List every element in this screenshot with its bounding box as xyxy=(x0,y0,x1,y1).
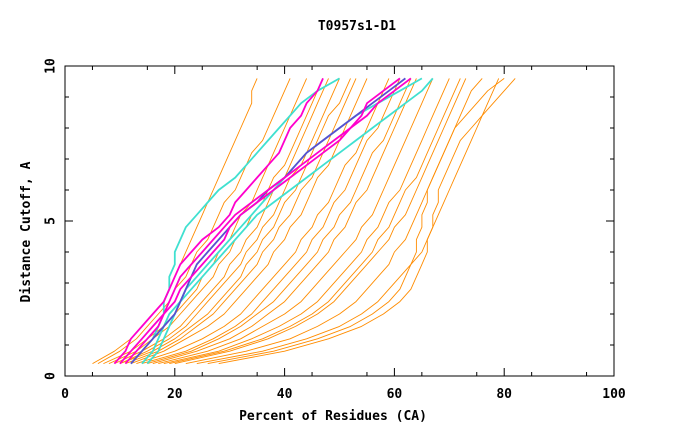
series-line-4 xyxy=(119,78,351,365)
x-tick-label: 80 xyxy=(496,387,512,402)
x-tick-label: 40 xyxy=(277,387,293,402)
series-line-11 xyxy=(218,78,516,365)
y-tick-label: 5 xyxy=(44,217,59,225)
x-axis-label: Percent of Residues (CA) xyxy=(239,409,427,424)
series-line-7 xyxy=(147,78,412,365)
plot-lines xyxy=(92,77,516,365)
x-tick-label: 100 xyxy=(602,387,626,402)
series-line-5 xyxy=(130,78,368,365)
series-line-12 xyxy=(108,78,324,365)
axes: 0 20 40 60 80 100 0 5 10 xyxy=(44,58,626,402)
series-line-10 xyxy=(196,78,500,365)
y-axis-label: Distance Cutoff, A xyxy=(19,161,34,302)
series-line-8 xyxy=(158,78,434,365)
series-line-14 xyxy=(141,78,401,365)
series-line-16 xyxy=(185,78,483,365)
x-tick-label: 0 xyxy=(61,387,69,402)
series-line-3 xyxy=(114,78,329,365)
series-line-15 xyxy=(163,78,450,365)
series-line-13 xyxy=(125,78,357,365)
series-line-26 xyxy=(141,77,434,365)
series-line-18 xyxy=(152,78,417,365)
series-line-20 xyxy=(119,78,340,365)
series-line-22 xyxy=(113,78,324,365)
series-line-6 xyxy=(136,78,390,365)
plot-frame xyxy=(64,65,615,377)
x-tick-label: 60 xyxy=(387,387,403,402)
y-tick-label: 0 xyxy=(44,372,59,380)
series-line-9 xyxy=(174,78,467,365)
series-line-24 xyxy=(124,77,401,365)
series-line-21 xyxy=(169,78,461,365)
chart-title: T0957s1-D1 xyxy=(318,19,396,34)
y-tick-label: 10 xyxy=(44,58,59,74)
series-line-17 xyxy=(97,78,291,364)
x-tick-label: 20 xyxy=(167,387,183,402)
series-line-19 xyxy=(207,78,505,365)
